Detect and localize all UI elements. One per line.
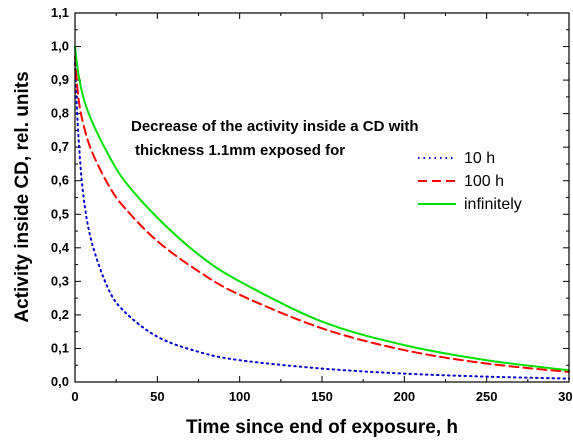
legend-label: 100 h: [464, 173, 504, 190]
series-line-100-h: [74, 55, 570, 373]
plot-frame: [74, 12, 570, 383]
y-tick-label: 0,9: [51, 72, 69, 87]
y-tick-label: 0,8: [51, 106, 69, 121]
x-tick-label: 100: [229, 389, 251, 404]
x-tick-label: 0: [71, 389, 78, 404]
legend-label: infinitely: [464, 196, 522, 213]
x-axis-title: Time since end of exposure, h: [186, 417, 458, 438]
y-tick-label: 0,6: [51, 173, 69, 188]
legend: 10 h 100 h infinitely: [418, 150, 522, 213]
series-layer: [74, 45, 570, 380]
x-tick-label: 50: [150, 389, 164, 404]
y-axis-title: Activity inside CD, rel. units: [12, 71, 33, 322]
x-tick-label: 200: [393, 389, 415, 404]
series-line-10-h: [74, 62, 570, 380]
ticks: 0,0 0,1 0,2 0,3 0,4 0,5 0,6 0,7 0,8 0,9 1,0 1,1 0 50 1…: [51, 5, 573, 404]
y-tick-label: 0,3: [51, 273, 69, 288]
y-tick-label: 0,1: [51, 340, 69, 355]
x-tick-label: 150: [311, 389, 333, 404]
annotation-line-1: Decrease of the activity inside a CD wit…: [131, 118, 419, 135]
y-tick-label: 0,2: [51, 307, 69, 322]
y-tick-label: 1,0: [51, 39, 69, 54]
x-tick-label: 250: [476, 389, 498, 404]
y-tick-label: 0,5: [51, 206, 69, 221]
legend-label: 10 h: [464, 150, 495, 167]
y-tick-label: 1,1: [51, 5, 69, 20]
annotation-line-2: thickness 1.1mm exposed for: [135, 142, 345, 159]
y-tick-label: 0,4: [51, 240, 70, 255]
series-line-infinitely: [74, 45, 570, 372]
x-tick-label: 300: [558, 389, 573, 404]
y-tick-label: 0,0: [51, 374, 69, 389]
y-tick-label: 0,7: [51, 139, 69, 154]
